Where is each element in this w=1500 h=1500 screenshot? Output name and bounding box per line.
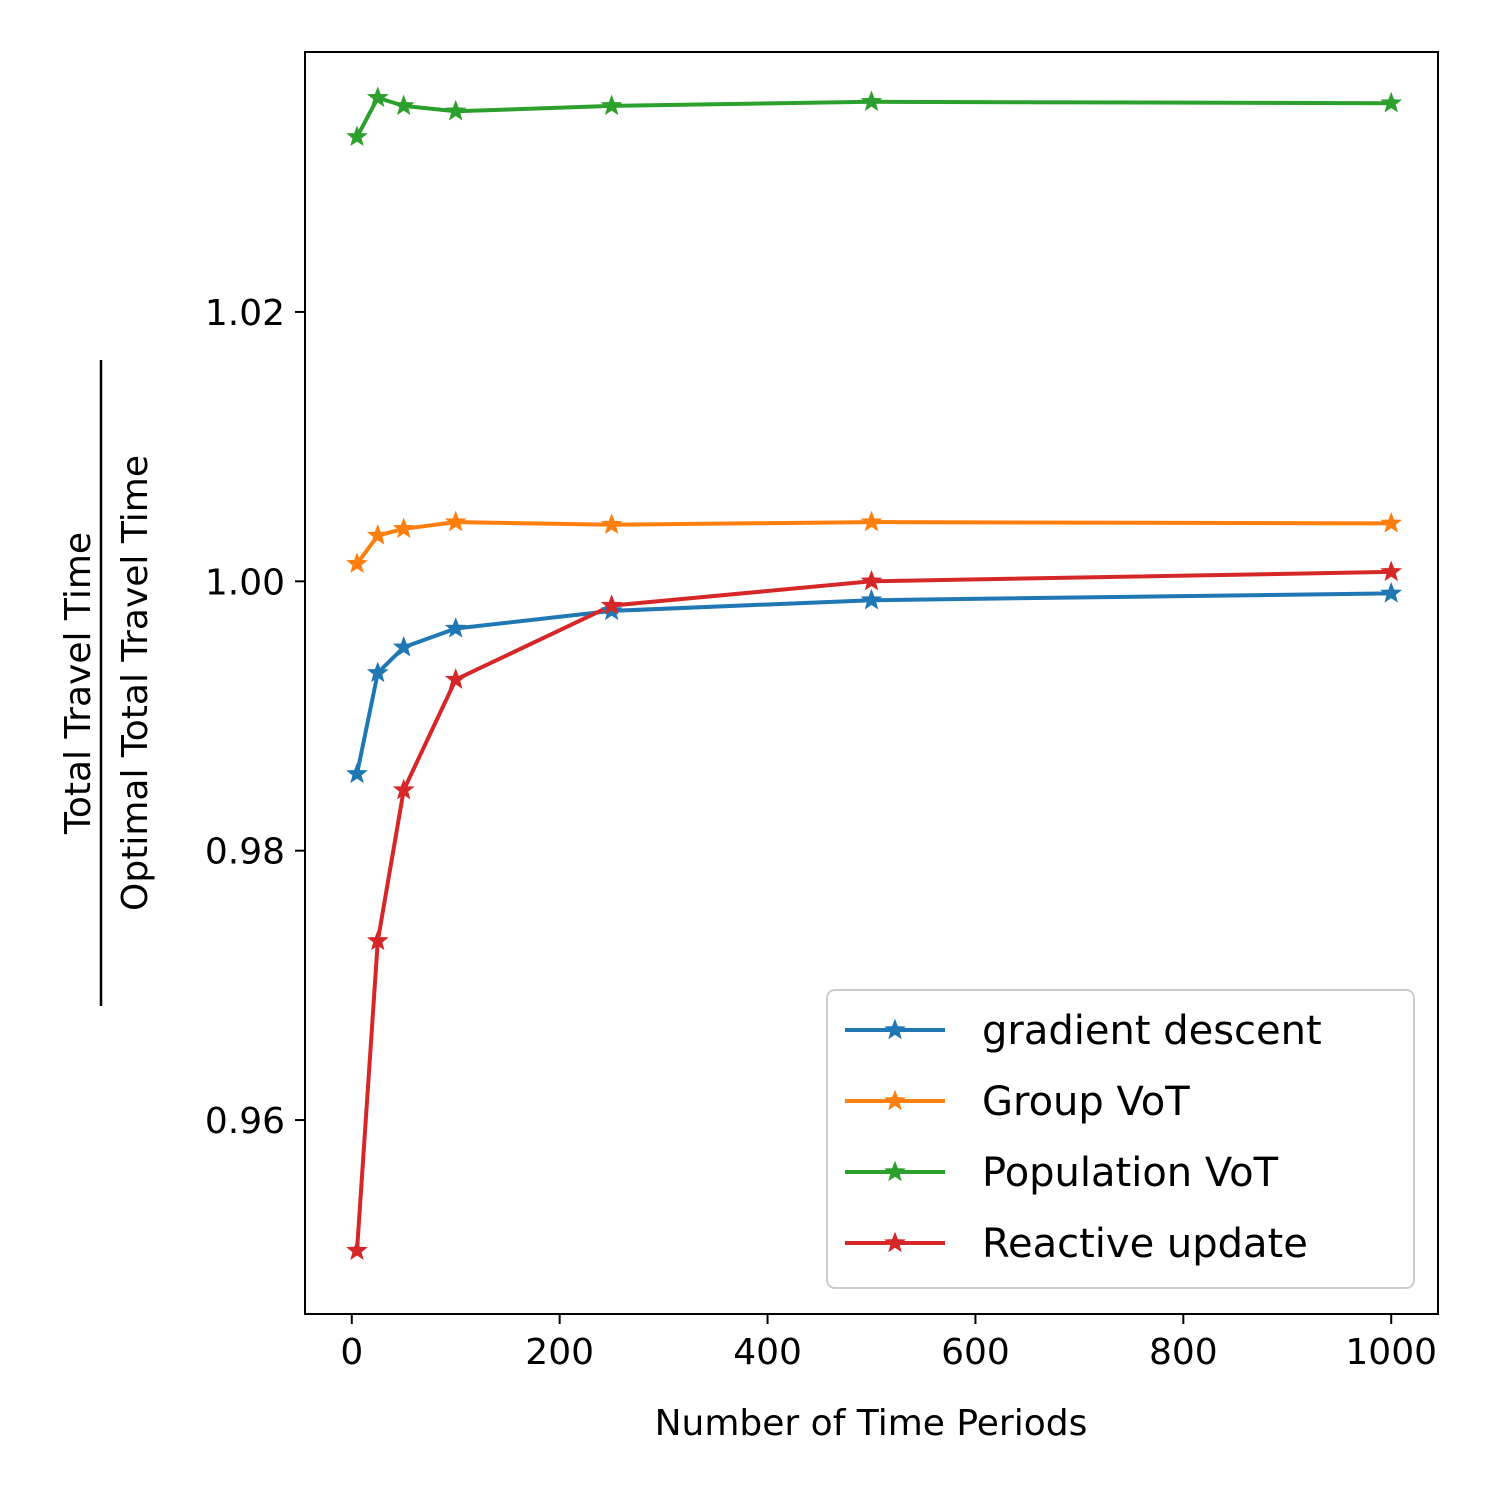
x-tick-label: 200: [525, 1332, 594, 1373]
data-point: [392, 94, 415, 116]
series-line-gradient-descent: [355, 591, 1394, 776]
data-point: [444, 99, 467, 121]
legend-box: [826, 989, 1415, 1289]
y-axis: 0.96 0.98 1.00 1.02: [205, 293, 305, 1142]
data-point: [346, 125, 368, 147]
plot-frame: [304, 51, 1439, 1315]
x-tick-label: 400: [733, 1332, 802, 1373]
data-point: [346, 1239, 368, 1260]
x-tick-label: 800: [1149, 1332, 1218, 1373]
legend-label: Population VoT: [982, 1150, 1279, 1196]
data-point: [444, 617, 467, 638]
legend-entry-gradient-descent: gradient descent: [845, 1008, 1322, 1054]
y-axis-label-denominator: Optimal Total Travel Time: [115, 455, 156, 911]
legend-marker: [884, 1089, 906, 1111]
data-point: [444, 668, 467, 689]
legend-label: Group VoT: [982, 1079, 1190, 1125]
x-tick-label: 600: [941, 1332, 1010, 1373]
x-tick-label: 0: [340, 1332, 363, 1373]
data-point: [392, 778, 415, 800]
legend-label: gradient descent: [982, 1008, 1322, 1054]
x-tick-label: 1000: [1345, 1332, 1437, 1373]
x-axis: 0 200 400 600 800 1000: [340, 1314, 1437, 1373]
legend: gradient descent Group VoT Population VoT R…: [826, 989, 1415, 1289]
data-point: [392, 517, 415, 539]
data-point: [346, 552, 368, 574]
data-point: [1380, 511, 1403, 533]
data-point: [366, 524, 389, 545]
y-axis-label-numerator: Total Travel Time: [58, 532, 99, 835]
y-tick-label: 1.00: [205, 562, 285, 603]
data-point: [366, 929, 389, 951]
data-point: [860, 588, 883, 610]
x-axis-label: Number of Time Periods: [655, 1403, 1088, 1444]
data-point: [1380, 581, 1403, 603]
data-point: [392, 635, 415, 657]
series-markers: [346, 86, 1403, 1260]
legend-entry-population-vot: Population VoT: [845, 1150, 1279, 1196]
data-point: [600, 594, 623, 615]
data-point: [1380, 560, 1403, 582]
data-point: [600, 94, 623, 116]
y-tick-label: 0.98: [205, 832, 285, 873]
legend-marker: [884, 1231, 906, 1253]
data-point: [366, 86, 389, 108]
data-point: [1380, 91, 1403, 113]
legend-label: Reactive update: [982, 1221, 1308, 1267]
y-tick-label: 0.96: [205, 1101, 285, 1142]
data-point: [444, 510, 467, 532]
data-point: [860, 90, 883, 112]
data-point: [366, 661, 389, 683]
data-point: [600, 513, 623, 534]
legend-marker: [884, 1018, 906, 1040]
y-tick-label: 1.02: [205, 293, 285, 334]
data-point: [860, 569, 883, 591]
legend-entry-group-vot: Group VoT: [845, 1079, 1190, 1125]
data-point: [860, 510, 883, 532]
legend-entry-reactive-update: Reactive update: [845, 1221, 1308, 1267]
y-axis-label: Total Travel Time Optimal Total Travel T…: [58, 360, 156, 1006]
legend-marker: [884, 1160, 906, 1182]
data-point: [346, 762, 368, 784]
